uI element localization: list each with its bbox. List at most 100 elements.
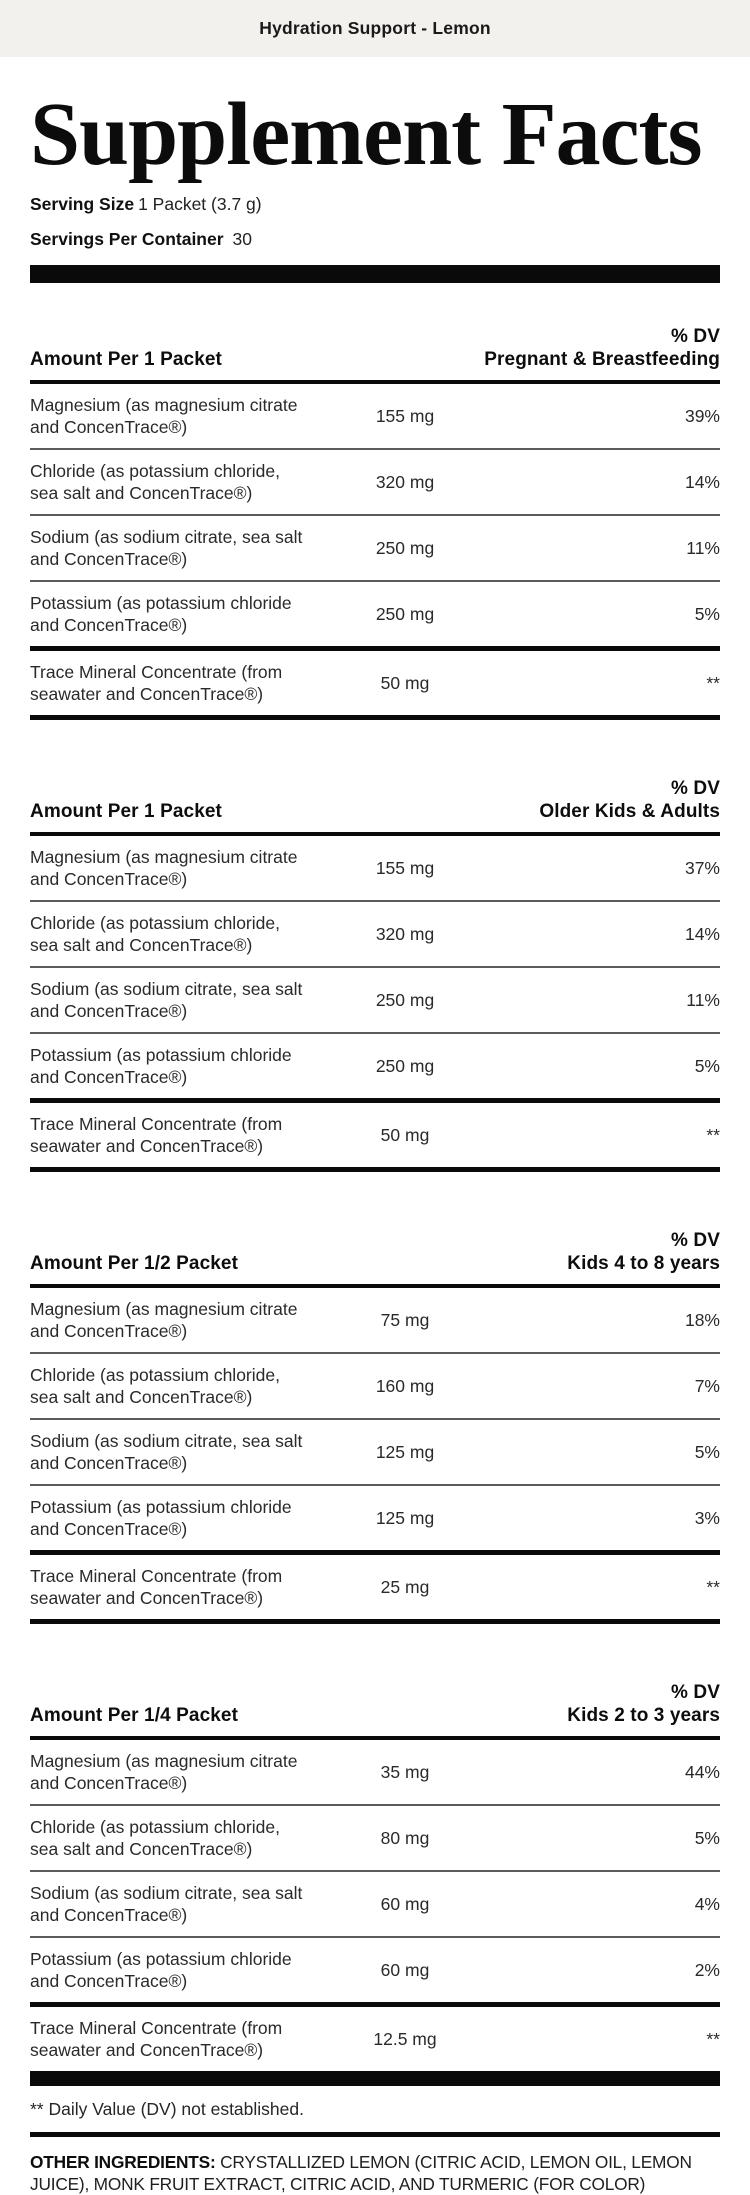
nutrient-name-line1: Potassium (as potassium chloride [30,1045,292,1065]
nutrient-name-line1: Chloride (as potassium chloride, [30,913,280,933]
nutrient-name-line1: Magnesium (as magnesium citrate [30,847,298,867]
nutrient-name: Potassium (as potassium chloride and Con… [30,1948,330,1992]
nutrient-name-line2: and ConcenTrace®) [30,1067,188,1087]
nutrient-name-line2: and ConcenTrace®) [30,1971,188,1991]
nutrient-name-line1: Potassium (as potassium chloride [30,1497,292,1517]
nutrient-dv: 5% [694,603,720,624]
nutrient-dv: 14% [684,471,720,492]
servings-per-container-label: Servings Per Container [30,229,224,249]
nutrient-name-line2: and ConcenTrace®) [30,1453,188,1473]
nutrient-row-sodium: Sodium (as sodium citrate, sea salt and … [30,1418,720,1484]
nutrient-name-line1: Chloride (as potassium chloride, [30,1817,280,1837]
nutrient-amount: 35 mg [380,1761,430,1782]
nutrient-name: Chloride (as potassium chloride, sea sal… [30,460,330,504]
nutrient-amount: 320 mg [375,923,435,944]
nutrient-name-line2: sea salt and ConcenTrace®) [30,483,253,503]
serving-size-label: Serving Size [30,194,135,214]
nutrient-name: Trace Mineral Concentrate (from seawater… [30,2017,330,2061]
nutrient-amount: 60 mg [380,1959,430,1980]
nutrient-row-chloride: Chloride (as potassium chloride, sea sal… [30,448,720,514]
nutrient-name: Potassium (as potassium chloride and Con… [30,592,330,636]
nutrient-row-sodium: Sodium (as sodium citrate, sea salt and … [30,966,720,1032]
nutrient-name-line1: Trace Mineral Concentrate (from [30,2018,283,2038]
nutrient-name-line1: Trace Mineral Concentrate (from [30,662,283,682]
nutrient-row-trace-mineral: Trace Mineral Concentrate (from seawater… [30,1098,720,1167]
nutrient-name: Sodium (as sodium citrate, sea salt and … [30,1882,330,1926]
nutrient-name-line2: and ConcenTrace®) [30,1905,188,1925]
nutrient-amount: 250 mg [375,537,435,558]
nutrient-amount: 80 mg [380,1827,430,1848]
dv-group-header: % DV Pregnant & Breastfeeding [484,325,720,371]
dv-label: % DV [671,1230,720,1251]
nutrient-name: Trace Mineral Concentrate (from seawater… [30,1565,330,1609]
nutrient-name-line1: Potassium (as potassium chloride [30,1949,292,1969]
nutrient-dv: ** [706,1576,720,1597]
nutrient-amount: 250 mg [375,1055,435,1076]
other-ingredients-label: OTHER INGREDIENTS: [30,2152,216,2172]
nutrient-amount: 250 mg [375,603,435,624]
nutrient-row-trace-mineral: Trace Mineral Concentrate (from seawater… [30,646,720,715]
nutrient-name-line1: Sodium (as sodium citrate, sea salt [30,979,303,999]
nutrient-amount: 160 mg [375,1375,435,1396]
section-header: Amount Per 1 Packet % DV Older Kids & Ad… [30,777,720,836]
nutrient-name: Magnesium (as magnesium citrate and Conc… [30,1750,330,1794]
nutrient-amount: 250 mg [375,989,435,1010]
nutrient-name-line2: sea salt and ConcenTrace®) [30,935,253,955]
dv-group-header: % DV Older Kids & Adults [539,777,720,823]
dv-group-label: Kids 2 to 3 years [567,1705,720,1726]
nutrient-dv: 5% [694,1055,720,1076]
nutrient-row-chloride: Chloride (as potassium chloride, sea sal… [30,1804,720,1870]
nutrient-dv: 5% [694,1441,720,1462]
dv-group-label: Pregnant & Breastfeeding [484,349,720,370]
nutrient-name: Trace Mineral Concentrate (from seawater… [30,1113,330,1157]
nutrient-name-line2: and ConcenTrace®) [30,1773,188,1793]
nutrient-row-potassium: Potassium (as potassium chloride and Con… [30,1032,720,1098]
nutrient-name-line2: seawater and ConcenTrace®) [30,684,264,704]
nutrient-name-line1: Trace Mineral Concentrate (from [30,1114,283,1134]
dv-group-label: Kids 4 to 8 years [567,1253,720,1274]
nutrient-name-line1: Chloride (as potassium chloride, [30,1365,280,1385]
nutrient-name-line2: and ConcenTrace®) [30,549,188,569]
nutrient-name-line1: Magnesium (as magnesium citrate [30,395,298,415]
nutrient-name-line1: Chloride (as potassium chloride, [30,461,280,481]
nutrient-amount: 125 mg [375,1507,435,1528]
nutrient-name-line2: and ConcenTrace®) [30,417,188,437]
serving-size-value: 1 Packet (3.7 g) [138,194,262,214]
dv-section-kids-2-3: Amount Per 1/4 Packet % DV Kids 2 to 3 y… [30,1681,720,2086]
dv-section-kids-4-8: Amount Per 1/2 Packet % DV Kids 4 to 8 y… [30,1229,720,1624]
nutrient-name-line1: Magnesium (as magnesium citrate [30,1299,298,1319]
nutrient-dv: 39% [684,405,720,426]
section-header: Amount Per 1 Packet % DV Pregnant & Brea… [30,325,720,384]
nutrient-dv: 11% [686,537,720,558]
nutrient-name: Trace Mineral Concentrate (from seawater… [30,661,330,705]
nutrient-dv: 18% [684,1309,720,1330]
nutrient-dv: 44% [684,1761,720,1782]
daily-value-footnote: ** Daily Value (DV) not established. [30,2086,720,2137]
nutrient-amount: 12.5 mg [373,2028,437,2049]
nutrient-name-line2: seawater and ConcenTrace®) [30,2040,264,2060]
nutrient-amount: 125 mg [375,1441,435,1462]
nutrient-row-potassium: Potassium (as potassium chloride and Con… [30,580,720,646]
top-divider-bar [30,265,720,283]
nutrient-name-line2: and ConcenTrace®) [30,1001,188,1021]
supplement-facts-panel: Supplement Facts Serving Size 1 Packet (3… [0,90,750,2195]
nutrient-name: Sodium (as sodium citrate, sea salt and … [30,526,330,570]
nutrient-dv: 4% [694,1893,720,1914]
nutrient-name-line1: Potassium (as potassium chloride [30,593,292,613]
dv-group-header: % DV Kids 4 to 8 years [567,1229,720,1275]
nutrient-row-magnesium: Magnesium (as magnesium citrate and Conc… [30,836,720,900]
nutrient-amount: 60 mg [380,1893,430,1914]
nutrient-name: Chloride (as potassium chloride, sea sal… [30,912,330,956]
nutrient-name-line1: Sodium (as sodium citrate, sea salt [30,1431,303,1451]
product-banner-title: Hydration Support - Lemon [259,18,491,38]
nutrient-amount: 25 mg [380,1576,430,1597]
servings-per-container-value: 30 [232,229,253,249]
nutrient-name: Potassium (as potassium chloride and Con… [30,1044,330,1088]
serving-size-line: Serving Size 1 Packet (3.7 g) [30,193,720,215]
other-ingredients: OTHER INGREDIENTS: CRYSTALLIZED LEMON (C… [30,2151,720,2195]
nutrient-row-potassium: Potassium (as potassium chloride and Con… [30,1936,720,2002]
dv-label: % DV [671,1682,720,1703]
dv-label: % DV [671,778,720,799]
nutrient-dv: 5% [694,1827,720,1848]
nutrient-name-line2: and ConcenTrace®) [30,869,188,889]
